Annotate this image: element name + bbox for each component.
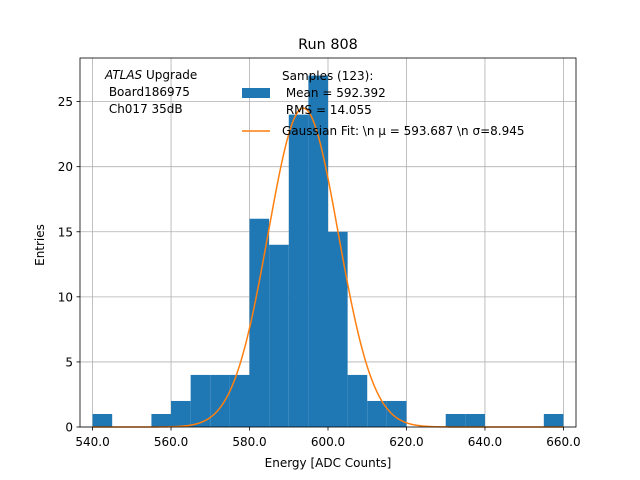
y-tick-label: 10: [58, 290, 73, 304]
y-tick-label: 15: [58, 225, 73, 239]
y-axis-ticks: 0 5 10 15 20 25: [58, 95, 80, 435]
annotation-line-2: Board186975: [105, 85, 190, 99]
histogram-bar: [151, 413, 172, 427]
y-tick-label: 25: [58, 95, 73, 109]
x-tick-label: 560.0: [154, 435, 188, 449]
x-axis-ticks: 540.0 560.0 580.0 600.0 620.0 640.0 660.0: [75, 427, 581, 449]
x-tick-label: 600.0: [311, 435, 345, 449]
histogram-bar: [288, 114, 309, 427]
histogram-bars: [92, 75, 564, 428]
annotation-atlas: ATLAS: [104, 68, 143, 82]
histogram-bar: [328, 231, 348, 427]
histogram-bar: [210, 374, 230, 427]
histogram-bar: [171, 400, 191, 427]
histogram-bar: [308, 75, 328, 428]
x-axis-label: Energy [ADC Counts]: [265, 456, 392, 470]
histogram-bar: [92, 413, 113, 427]
histogram-bar: [386, 400, 407, 427]
histogram-bar: [269, 244, 289, 427]
y-tick-label: 0: [65, 421, 73, 435]
histogram-bar: [465, 413, 485, 427]
chart-title: Run 808: [298, 37, 358, 53]
histogram-bar: [445, 413, 466, 427]
histogram-bar: [229, 374, 250, 427]
histogram-bar: [543, 413, 564, 427]
x-tick-label: 540.0: [75, 435, 109, 449]
x-tick-label: 580.0: [232, 435, 266, 449]
x-tick-label: 620.0: [389, 435, 423, 449]
legend-samples-line-1: Samples (123):: [282, 69, 373, 83]
annotation-upgrade: Upgrade: [142, 68, 197, 82]
y-tick-label: 5: [65, 355, 73, 369]
y-tick-label: 20: [58, 160, 73, 174]
x-tick-label: 660.0: [546, 435, 580, 449]
annotation-line-1: ATLAS Upgrade: [104, 68, 197, 82]
histogram-bar: [249, 218, 270, 427]
histogram-bar: [367, 400, 387, 427]
histogram-bar: [190, 374, 211, 427]
annotation-box: ATLAS Upgrade Board186975 Ch017 35dB: [104, 68, 197, 116]
y-axis-label: Entries: [33, 224, 47, 266]
legend-samples-line-3: RMS = 14.055: [282, 103, 372, 117]
legend-samples-patch: [242, 88, 270, 98]
x-tick-label: 640.0: [468, 435, 502, 449]
legend-samples-line-2: Mean = 592.392: [282, 86, 386, 100]
histogram-bar: [347, 374, 368, 427]
legend-fit-label: Gaussian Fit: \n μ = 593.687 \n σ=8.945: [282, 124, 525, 138]
annotation-line-3: Ch017 35dB: [105, 102, 183, 116]
legend: Samples (123): Mean = 592.392 RMS = 14.0…: [242, 69, 525, 138]
